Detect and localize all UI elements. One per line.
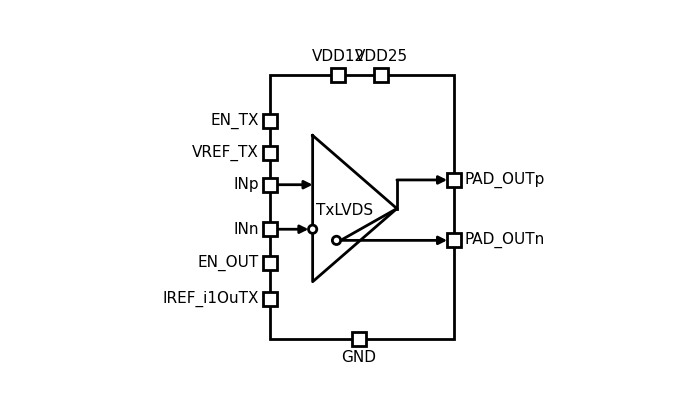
Bar (262, 256, 276, 270)
Text: INn: INn (233, 222, 259, 237)
Text: PAD_OUTn: PAD_OUTn (465, 232, 545, 249)
Bar (262, 292, 276, 306)
Bar (262, 178, 276, 192)
Circle shape (309, 225, 317, 233)
Bar (374, 68, 388, 82)
Bar (352, 332, 365, 346)
Text: INp: INp (233, 177, 259, 192)
Circle shape (332, 236, 341, 244)
Text: EN_OUT: EN_OUT (197, 254, 259, 271)
Bar (262, 114, 276, 128)
Bar (270, 75, 454, 339)
Bar (447, 173, 461, 187)
Text: TxLVDS: TxLVDS (316, 203, 373, 218)
Bar (262, 222, 276, 236)
Bar (331, 68, 345, 82)
Bar (447, 233, 461, 247)
Text: VDD12: VDD12 (312, 49, 365, 64)
Text: IREF_i1OuTX: IREF_i1OuTX (162, 291, 259, 307)
Text: VDD25: VDD25 (354, 49, 407, 64)
Text: VREF_TX: VREF_TX (192, 145, 259, 161)
Text: PAD_OUTp: PAD_OUTp (465, 172, 545, 188)
Bar (262, 146, 276, 160)
Text: EN_TX: EN_TX (211, 113, 259, 129)
Text: GND: GND (342, 350, 377, 365)
